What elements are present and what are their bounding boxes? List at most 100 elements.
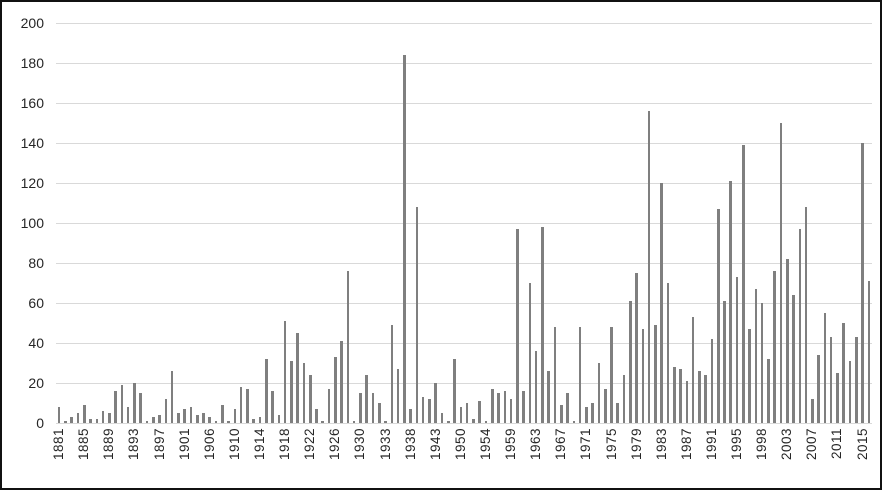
bar xyxy=(629,301,632,423)
x-tick-label-1885: 1885 xyxy=(76,428,92,461)
gridline-120 xyxy=(56,183,872,184)
bar xyxy=(258,417,262,423)
bar xyxy=(421,397,425,423)
bar xyxy=(221,405,224,423)
bar xyxy=(654,325,657,423)
bar xyxy=(798,229,802,423)
bar xyxy=(233,409,237,423)
x-tick-label-1971: 1971 xyxy=(578,428,594,461)
bar xyxy=(591,403,594,423)
bar xyxy=(559,405,563,423)
bar xyxy=(283,321,287,423)
bar xyxy=(716,209,720,423)
x-tick-label-1987: 1987 xyxy=(678,428,694,461)
y-tick-label-0: 0 xyxy=(36,415,44,431)
bar xyxy=(490,389,494,423)
bar xyxy=(428,399,431,423)
bar xyxy=(785,259,789,423)
x-tick-label-1910: 1910 xyxy=(226,428,242,461)
bar xyxy=(848,361,852,423)
bar xyxy=(403,55,406,423)
bar xyxy=(635,273,638,423)
bar xyxy=(478,401,481,423)
bar xyxy=(472,419,475,423)
bar xyxy=(522,391,525,423)
bar xyxy=(57,407,61,423)
bar xyxy=(120,385,124,423)
bar xyxy=(597,363,601,423)
bar xyxy=(603,389,607,423)
bar xyxy=(133,383,136,423)
bar xyxy=(578,327,582,423)
x-tick-label-1938: 1938 xyxy=(402,428,418,461)
bar xyxy=(76,413,80,423)
bar xyxy=(553,327,557,423)
bar xyxy=(710,339,714,423)
gridline-100 xyxy=(56,223,872,224)
bar xyxy=(334,357,337,423)
bar xyxy=(742,145,745,423)
bar xyxy=(541,227,544,423)
bar xyxy=(202,413,205,423)
bar xyxy=(346,271,350,423)
x-tick-label-1943: 1943 xyxy=(427,428,443,461)
x-tick-label-1967: 1967 xyxy=(553,428,569,461)
bar xyxy=(679,369,682,423)
bar xyxy=(82,405,86,423)
bar xyxy=(622,375,626,423)
bar xyxy=(145,421,149,423)
bar xyxy=(484,421,488,423)
bar xyxy=(516,229,519,423)
bar xyxy=(792,295,795,423)
x-tick-label-1995: 1995 xyxy=(729,428,745,461)
y-tick-label-120: 120 xyxy=(20,175,44,191)
gridline-60 xyxy=(56,303,872,304)
bar xyxy=(189,407,193,423)
bar xyxy=(447,421,450,423)
bar xyxy=(340,341,343,423)
bar xyxy=(509,399,513,423)
bar xyxy=(610,327,613,423)
gridline-0 xyxy=(56,423,872,424)
bar xyxy=(246,389,249,423)
bar xyxy=(252,419,256,423)
bar xyxy=(70,417,73,423)
bar xyxy=(842,323,846,423)
gridline-200 xyxy=(56,23,872,24)
bar xyxy=(371,393,375,423)
bar xyxy=(177,413,180,423)
bar xyxy=(647,111,651,423)
y-tick-label-80: 80 xyxy=(28,255,44,271)
bar xyxy=(760,303,764,423)
bar xyxy=(704,375,707,423)
bar xyxy=(823,313,827,423)
x-tick-label-1922: 1922 xyxy=(302,428,318,461)
x-tick-label-1918: 1918 xyxy=(277,428,293,461)
bar xyxy=(415,207,419,423)
bar xyxy=(89,419,92,423)
y-tick-label-160: 160 xyxy=(20,95,44,111)
bar xyxy=(829,337,833,423)
bar xyxy=(660,183,664,423)
bar xyxy=(773,271,776,423)
bar xyxy=(566,393,569,423)
bar xyxy=(170,371,174,423)
bar xyxy=(585,407,588,423)
bar xyxy=(315,409,318,423)
x-tick-label-2011: 2011 xyxy=(829,428,845,460)
x-tick-label-1933: 1933 xyxy=(377,428,393,461)
bar xyxy=(434,383,438,423)
bar xyxy=(572,421,576,423)
bar xyxy=(108,413,111,423)
bar xyxy=(101,411,105,423)
bar xyxy=(271,391,274,423)
bar xyxy=(547,371,551,423)
x-tick-label-1906: 1906 xyxy=(201,428,217,461)
bar xyxy=(855,337,858,423)
x-tick-label-1901: 1901 xyxy=(176,428,192,461)
bar xyxy=(139,393,143,423)
x-tick-label-1991: 1991 xyxy=(703,428,719,461)
bar xyxy=(164,399,168,423)
bar xyxy=(114,391,117,423)
